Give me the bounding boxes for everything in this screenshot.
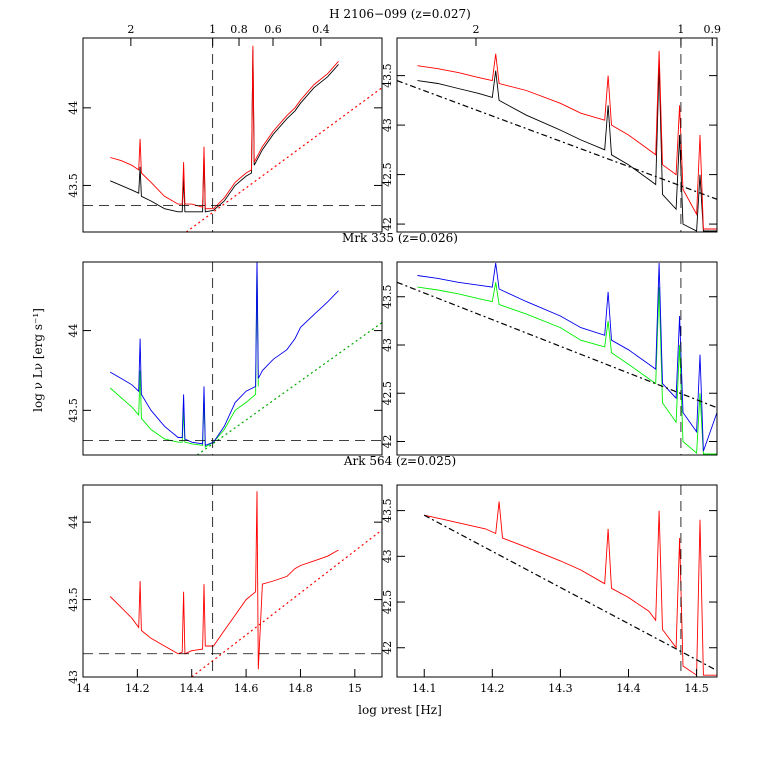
x-tick-label: 14.2 xyxy=(125,682,150,695)
y-tick-label: 43.5 xyxy=(67,398,80,423)
spectrum-line xyxy=(417,65,717,232)
y-tick-label: 42 xyxy=(381,434,394,448)
y-tick-label: 42 xyxy=(381,641,394,655)
model-line xyxy=(185,87,382,232)
top-tick-label: 2 xyxy=(127,23,134,36)
spectrum-line xyxy=(417,282,717,455)
spectrum-line xyxy=(110,45,339,210)
y-tick-label: 43.5 xyxy=(381,284,394,309)
plot-area xyxy=(423,501,717,677)
panel-frame xyxy=(82,261,383,456)
model-line xyxy=(397,80,717,200)
model-line xyxy=(397,281,717,409)
y-axis-title: log ν Lν [erg s⁻¹] xyxy=(31,308,45,412)
x-tick-label: 14.1 xyxy=(412,682,437,695)
top-tick-label: 2 xyxy=(472,23,479,36)
y-tick-label: 43 xyxy=(67,670,80,684)
plot-area xyxy=(397,262,717,455)
y-tick-label: 43.5 xyxy=(67,587,80,612)
top-tick-label: 1 xyxy=(677,23,684,36)
x-tick-label: 14.5 xyxy=(684,682,709,695)
top-tick-label: 0.8 xyxy=(230,23,248,36)
panel-title: Ark 564 (z=0.025) xyxy=(343,454,456,468)
plot-area xyxy=(110,45,382,232)
spectrum-line xyxy=(417,262,717,452)
y-tick-label: 43.5 xyxy=(381,63,394,88)
panel-frame xyxy=(396,261,718,456)
y-tick-label: 44 xyxy=(67,515,80,529)
spectrum-line xyxy=(109,266,259,448)
plot-area xyxy=(109,491,382,677)
y-tick-label: 42.5 xyxy=(381,162,394,187)
x-tick-label: 15 xyxy=(348,682,362,695)
y-tick-label: 42.5 xyxy=(381,590,394,615)
y-tick-label: 42.5 xyxy=(381,381,394,406)
x-tick-label: 14.4 xyxy=(616,682,641,695)
top-tick-label: 0.4 xyxy=(312,23,330,36)
x-axis-title: log νrest [Hz] xyxy=(358,703,442,717)
panel-title: Mrk 335 (z=0.026) xyxy=(342,231,458,245)
y-tick-label: 43 xyxy=(381,118,394,132)
y-tick-label: 42 xyxy=(381,217,394,231)
plot-area xyxy=(397,50,717,232)
top-tick-label: 0.6 xyxy=(264,23,282,36)
y-tick-label: 43 xyxy=(381,338,394,352)
x-tick-label: 14.4 xyxy=(179,682,204,695)
spectrum-line xyxy=(109,262,339,447)
panel-frame xyxy=(396,484,718,678)
x-tick-label: 14.2 xyxy=(480,682,505,695)
spectrum-line xyxy=(424,501,717,677)
top-tick-label: 0.9 xyxy=(703,23,721,36)
panel-title: H 2106−099 (z=0.027) xyxy=(329,7,471,21)
x-tick-label: 14.6 xyxy=(234,682,259,695)
top-tick-label: 1 xyxy=(209,23,216,36)
panel-frame xyxy=(396,37,718,233)
y-tick-label: 43 xyxy=(381,549,394,563)
panel-frame xyxy=(82,37,383,233)
panel-frame xyxy=(82,484,383,678)
y-tick-label: 44 xyxy=(67,101,80,115)
model-line xyxy=(191,529,382,677)
x-tick-label: 14.8 xyxy=(288,682,313,695)
y-tick-label: 43.5 xyxy=(67,173,80,198)
spectrum-line xyxy=(109,491,339,670)
plot-area xyxy=(109,262,382,455)
spectrum-line xyxy=(110,48,339,213)
y-tick-label: 43.5 xyxy=(381,498,394,522)
x-tick-label: 14.3 xyxy=(548,682,573,695)
model-line xyxy=(423,514,717,672)
x-tick-label: 14 xyxy=(76,682,90,695)
y-tick-label: 44 xyxy=(67,324,80,338)
spectrum-line xyxy=(417,50,717,230)
